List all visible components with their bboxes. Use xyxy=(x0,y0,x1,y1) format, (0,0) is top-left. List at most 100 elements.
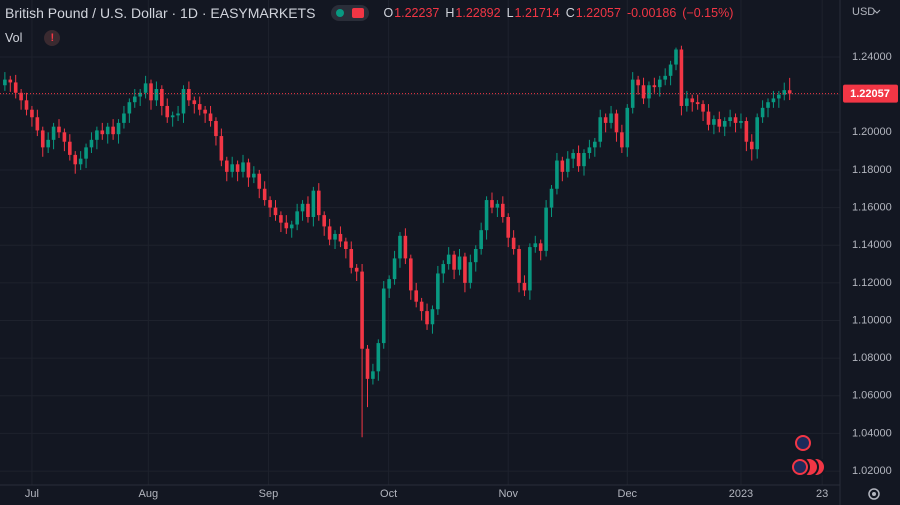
ohlc-low: L 1.21714 xyxy=(507,6,560,20)
candle-body xyxy=(284,222,289,229)
currency-caret[interactable] xyxy=(873,9,881,14)
candle-body xyxy=(446,254,451,265)
candle-body xyxy=(181,89,186,114)
candle-body xyxy=(408,258,413,291)
candle-body xyxy=(766,102,770,108)
candle-body xyxy=(565,158,570,172)
settings-icon[interactable] xyxy=(868,488,880,500)
candle-body xyxy=(777,94,781,99)
chart-title: British Pound / U.S. Dollar · 1D · EASYM… xyxy=(5,5,316,21)
candle-body xyxy=(463,256,467,283)
candle-body xyxy=(116,122,121,135)
y-tick-label: 1.20000 xyxy=(852,126,892,138)
candle-body xyxy=(685,98,689,106)
ohlc-value: 1.22892 xyxy=(455,6,501,20)
candle-body xyxy=(652,85,657,88)
candle-body xyxy=(252,173,256,178)
y-tick-label: 1.08000 xyxy=(852,352,892,364)
candle-body xyxy=(230,164,234,172)
settings-icon[interactable] xyxy=(868,488,880,500)
x-tick-label: Jul xyxy=(25,488,39,500)
candle-body xyxy=(127,102,132,114)
candle-body xyxy=(674,49,678,65)
ohlc-open: O 1.22237 xyxy=(383,6,439,20)
candle-body xyxy=(279,215,283,223)
y-tick-label: 1.02000 xyxy=(852,465,892,477)
candle-body xyxy=(95,130,99,140)
visibility-toggle[interactable] xyxy=(331,5,370,21)
ohlc-label: L xyxy=(506,6,514,20)
currency: USD xyxy=(852,6,875,18)
candle-body xyxy=(544,207,548,251)
candle-body xyxy=(273,207,278,216)
candle-body xyxy=(593,141,597,148)
candle-body xyxy=(668,64,673,76)
candle-body xyxy=(105,126,110,135)
candle-body xyxy=(289,224,294,229)
candle-body xyxy=(224,160,229,172)
candle-body xyxy=(57,126,61,133)
candle-body xyxy=(744,121,749,142)
candle-body xyxy=(571,153,575,159)
candle-body xyxy=(620,132,624,148)
candle-body xyxy=(143,83,148,93)
ohlc-value: 1.21714 xyxy=(514,6,560,20)
warning-icon[interactable]: ! xyxy=(44,30,61,46)
candle-body xyxy=(495,203,500,208)
candle-body xyxy=(690,98,695,103)
candle-body xyxy=(192,100,197,105)
candle-body xyxy=(8,79,13,83)
candle-body xyxy=(414,290,419,302)
candle-body xyxy=(479,230,483,249)
volume-label: Vol xyxy=(5,31,23,45)
candle-body xyxy=(630,79,635,108)
candle-body xyxy=(782,90,787,95)
toggle-dot xyxy=(336,9,345,17)
candle-body xyxy=(46,139,50,148)
candle-body xyxy=(219,136,224,161)
candle-body xyxy=(176,113,180,116)
candle-body xyxy=(739,121,743,123)
candle-body xyxy=(755,117,759,150)
candle-body xyxy=(452,254,456,270)
candle-body xyxy=(89,139,94,148)
candle-body xyxy=(603,117,608,123)
change: -0.00186 xyxy=(626,6,677,20)
candle-body xyxy=(214,121,218,137)
candle-body xyxy=(549,188,554,208)
candle-body xyxy=(679,49,684,106)
candle-body xyxy=(387,279,391,289)
plot xyxy=(0,45,840,438)
y-tick-label: 1.12000 xyxy=(852,277,892,289)
candle-body xyxy=(582,153,586,167)
candle-body xyxy=(170,115,175,118)
candle-body xyxy=(203,109,207,114)
candle-body xyxy=(349,248,354,268)
candle-body xyxy=(35,117,40,131)
candle-body xyxy=(522,282,527,291)
candle-body xyxy=(13,82,18,93)
candle-body xyxy=(138,92,142,97)
candle-body xyxy=(695,102,700,105)
candle-body xyxy=(490,200,494,208)
candle-body xyxy=(436,273,440,310)
ohlc-value: 1.22237 xyxy=(394,6,440,20)
candle-body xyxy=(327,226,332,240)
candle-body xyxy=(392,258,397,280)
candle-body xyxy=(241,162,245,172)
header: British Pound / U.S. Dollar · 1D · EASYM… xyxy=(5,5,733,21)
change-percent: (−0.15%) xyxy=(682,6,734,20)
candle-body xyxy=(154,89,159,101)
ohlc-close: C 1.22057 xyxy=(566,6,621,20)
toggle-box xyxy=(352,8,365,18)
candle-body xyxy=(712,119,716,125)
candle-body xyxy=(338,233,343,242)
candle-body xyxy=(51,126,56,140)
candle-body xyxy=(235,164,240,172)
x-tick-label: 23 xyxy=(816,488,828,500)
candle-body xyxy=(501,203,505,217)
candle-body xyxy=(425,311,429,325)
candle-body xyxy=(30,109,34,118)
candle-body xyxy=(641,85,646,99)
